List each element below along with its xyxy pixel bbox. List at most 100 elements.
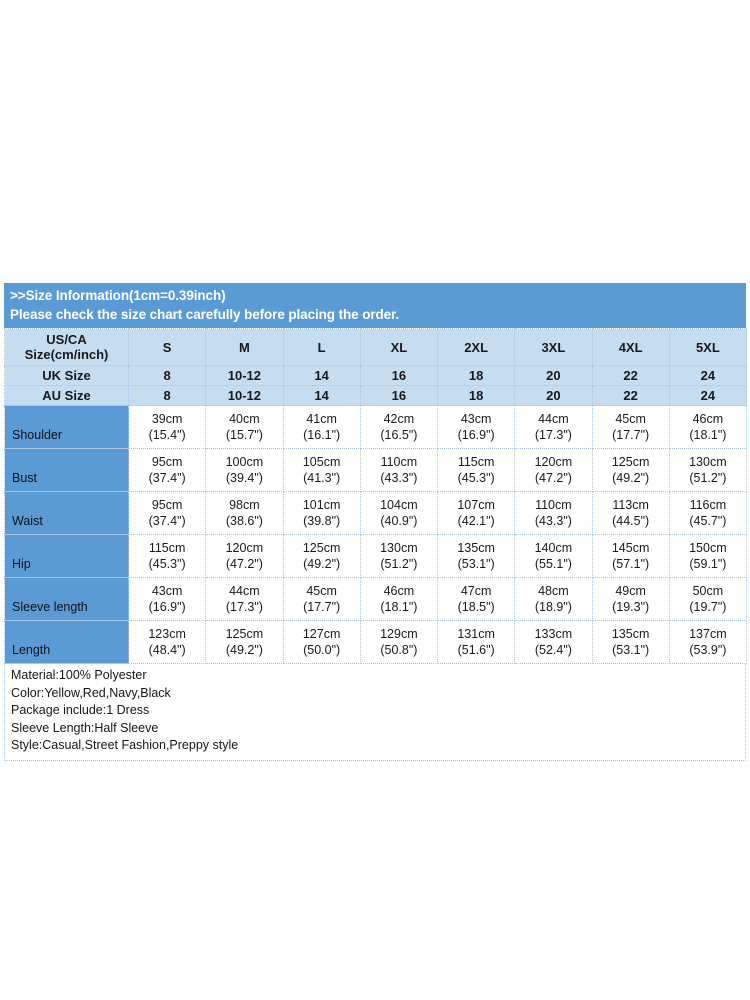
size-information-banner: >>Size Information(1cm=0.39inch) Please … <box>4 283 746 328</box>
size-chart: >>Size Information(1cm=0.39inch) Please … <box>4 283 748 761</box>
length-xl: 129cm (50.8") <box>359 620 439 664</box>
shoulder-4xl: 45cm (17.7") <box>591 405 670 449</box>
shoulder-l: 41cm (16.1") <box>282 405 361 449</box>
shoulder-3xl: 44cm (17.3") <box>514 405 593 449</box>
waist-2xl: 107cm (42.1") <box>436 491 516 535</box>
shoulder-s: 39cm (15.4") <box>127 405 207 449</box>
measurement-label-sleeve-length: Sleeve length <box>4 577 129 621</box>
au-size-4xl: 22 <box>591 385 670 406</box>
uk-size-l: 14 <box>282 365 361 386</box>
bust-m: 100cm (39.4") <box>205 448 284 492</box>
length-m: 125cm (49.2") <box>205 620 284 664</box>
uk-size-label: UK Size <box>4 365 129 386</box>
header-size-xl: XL <box>359 328 439 366</box>
waist-l: 101cm (39.8") <box>282 491 361 535</box>
uk-size-s: 8 <box>127 365 207 386</box>
waist-xl: 104cm (40.9") <box>359 491 439 535</box>
table-row-uk-size: UK Size 8 10-12 14 16 18 20 22 24 <box>4 365 748 386</box>
note-style: Style:Casual,Street Fashion,Preppy style <box>11 738 239 752</box>
shoulder-xl: 42cm (16.5") <box>359 405 439 449</box>
waist-3xl: 110cm (43.3") <box>514 491 593 535</box>
hip-4xl: 145cm (57.1") <box>591 534 670 578</box>
sleeve-length-3xl: 48cm (18.9") <box>514 577 593 621</box>
sleeve-length-xl: 46cm (18.1") <box>359 577 439 621</box>
header-size-3xl: 3XL <box>514 328 593 366</box>
product-details-notes: Material:100% Polyester Color:Yellow,Red… <box>4 664 746 761</box>
bust-5xl: 130cm (51.2") <box>668 448 748 492</box>
bust-xl: 110cm (43.3") <box>359 448 439 492</box>
header-size-l: L <box>282 328 361 366</box>
note-color: Color:Yellow,Red,Navy,Black <box>11 685 171 700</box>
uk-size-5xl: 24 <box>668 365 748 386</box>
waist-m: 98cm (38.6") <box>205 491 284 535</box>
table-row: Length 123cm (48.4") 125cm (49.2") 127cm (5… <box>4 620 748 664</box>
au-size-3xl: 20 <box>514 385 593 406</box>
bust-3xl: 120cm (47.2") <box>514 448 593 492</box>
bust-l: 105cm (41.3") <box>282 448 361 492</box>
banner-line-1: >>Size Information(1cm=0.39inch) <box>10 288 226 303</box>
header-size-4xl: 4XL <box>591 328 670 366</box>
table-row-au-size: AU Size 8 10-12 14 16 18 20 22 24 <box>4 385 748 406</box>
hip-3xl: 140cm (55.1") <box>514 534 593 578</box>
sleeve-length-5xl: 50cm (19.7") <box>668 577 748 621</box>
measurement-label-waist: Waist <box>4 491 129 535</box>
header-size-2xl: 2XL <box>436 328 516 366</box>
hip-5xl: 150cm (59.1") <box>668 534 748 578</box>
hip-xl: 130cm (51.2") <box>359 534 439 578</box>
waist-4xl: 113cm (44.5") <box>591 491 670 535</box>
au-size-2xl: 18 <box>436 385 516 406</box>
shoulder-m: 40cm (15.7") <box>205 405 284 449</box>
measurement-label-bust: Bust <box>4 448 129 492</box>
note-material: Material:100% Polyester <box>11 668 147 682</box>
au-size-5xl: 24 <box>668 385 748 406</box>
table-header-row-sizes: US/CA Size(cm/inch) S M L XL 2XL 3XL 4XL… <box>4 328 748 366</box>
sleeve-length-l: 45cm (17.7") <box>282 577 361 621</box>
waist-5xl: 116cm (45.7") <box>668 491 748 535</box>
bust-2xl: 115cm (45.3") <box>436 448 516 492</box>
header-size-m: M <box>205 328 284 366</box>
size-table: US/CA Size(cm/inch) S M L XL 2XL 3XL 4XL… <box>4 328 748 664</box>
uk-size-2xl: 18 <box>436 365 516 386</box>
table-row: Bust 95cm (37.4") 100cm (39.4") 105cm (41.3… <box>4 448 748 492</box>
table-row: Waist 95cm (37.4") 98cm (38.6") 101cm (39.8… <box>4 491 748 535</box>
corner-label-line-2: Size(cm/inch) <box>24 347 109 362</box>
bust-s: 95cm (37.4") <box>127 448 207 492</box>
length-4xl: 135cm (53.1") <box>591 620 670 664</box>
length-3xl: 133cm (52.4") <box>514 620 593 664</box>
table-row: Sleeve length 43cm (16.9") 44cm (17.3") 45… <box>4 577 748 621</box>
shoulder-5xl: 46cm (18.1") <box>668 405 748 449</box>
note-package-include: Package include:1 Dress <box>11 703 150 717</box>
hip-2xl: 135cm (53.1") <box>436 534 516 578</box>
size-table-body: US/CA Size(cm/inch) S M L XL 2XL 3XL 4XL… <box>4 328 748 664</box>
au-size-s: 8 <box>127 385 207 406</box>
measurement-label-shoulder: Shoulder <box>4 405 129 449</box>
table-row: Hip 115cm (45.3") 120cm (47.2") 125cm (49.2… <box>4 534 748 578</box>
uk-size-3xl: 20 <box>514 365 593 386</box>
hip-s: 115cm (45.3") <box>127 534 207 578</box>
length-l: 127cm (50.0") <box>282 620 361 664</box>
measurement-label-hip: Hip <box>4 534 129 578</box>
note-sleeve-length: Sleeve Length:Half Sleeve <box>11 720 159 735</box>
waist-s: 95cm (37.4") <box>127 491 207 535</box>
hip-l: 125cm (49.2") <box>282 534 361 578</box>
sleeve-length-s: 43cm (16.9") <box>127 577 207 621</box>
header-size-5xl: 5XL <box>668 328 748 366</box>
measurement-label-length: Length <box>4 620 129 664</box>
shoulder-2xl: 43cm (16.9") <box>436 405 516 449</box>
corner-label-line-1: US/CA <box>46 332 87 347</box>
sleeve-length-4xl: 49cm (19.3") <box>591 577 670 621</box>
header-corner-label: US/CA Size(cm/inch) <box>4 328 129 366</box>
header-size-s: S <box>127 328 207 366</box>
hip-m: 120cm (47.2") <box>205 534 284 578</box>
uk-size-m: 10-12 <box>205 365 284 386</box>
au-size-label: AU Size <box>4 385 129 406</box>
table-row: Shoulder 39cm (15.4") 40cm (15.7") 41cm (16… <box>4 405 748 449</box>
banner-line-2: Please check the size chart carefully be… <box>10 307 400 322</box>
sleeve-length-m: 44cm (17.3") <box>205 577 284 621</box>
length-s: 123cm (48.4") <box>127 620 207 664</box>
uk-size-xl: 16 <box>359 365 439 386</box>
uk-size-4xl: 22 <box>591 365 670 386</box>
bust-4xl: 125cm (49.2") <box>591 448 670 492</box>
sleeve-length-2xl: 47cm (18.5") <box>436 577 516 621</box>
au-size-l: 14 <box>282 385 361 406</box>
